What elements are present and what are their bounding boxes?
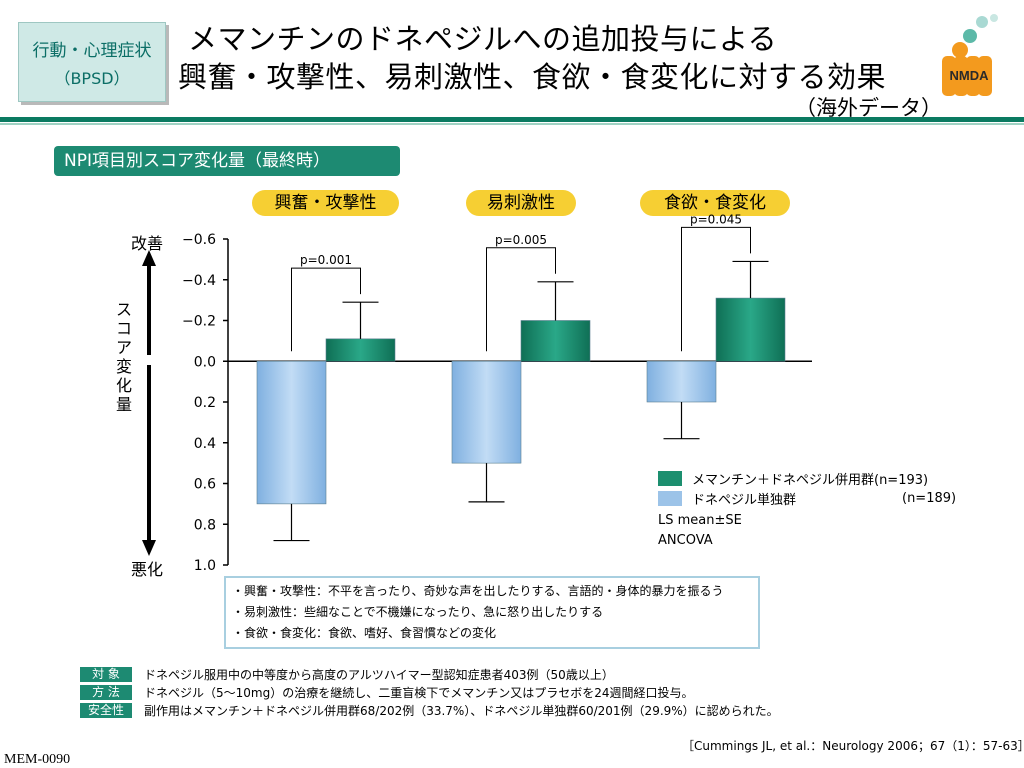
legend-label-mono: ドネペジル単独群 [692,492,797,508]
header-rule-light [0,123,1024,125]
y-tick-label: 0.6 [194,477,216,493]
legend-swatch-mono [658,490,682,506]
info-row-subjects: 対 象 ドネペジル服用中の中等度から高度のアルツハイマー型認知症患者403例（5… [80,666,614,683]
header-rule [0,117,1024,122]
y-tick-label: 0.0 [194,354,216,370]
legend: メマンチン＋ドネペジル併用群(n=193) ドネペジル単独群 (n=189) L… [658,468,956,550]
legend-item-combo: メマンチン＋ドネペジル併用群(n=193) [658,468,956,488]
title-line1: メマンチンのドネペジルへの追加投与による [188,22,778,56]
significance-bracket [291,267,361,352]
y-axis-label-char: コ [115,319,132,338]
info-tag-subjects: 対 象 [80,667,132,682]
p-value-label: p=0.005 [495,233,547,247]
info-text-safety: 副作用はメマンチン＋ドネペジル併用群68/202例（33.7%）、ドネペジル単独… [144,704,779,718]
logo-text: NMDA [950,68,990,83]
info-row-safety: 安全性 副作用はメマンチン＋ドネペジル併用群68/202例（33.7%）、ドネペ… [80,702,779,719]
y-tick-label: 1.0 [194,558,216,574]
direction-arrow [142,250,156,556]
info-tag-safety: 安全性 [80,703,132,718]
legend-stat1: LS mean±SE [658,512,742,528]
definition-irritability: ・易刺激性：些細なことで不機嫌になったり、急に怒り出したりする [232,605,604,619]
axis-top-word: 改善 [131,234,164,253]
legend-n-mono: (n=189) [902,490,957,506]
info-text-methods: ドネペジル（5〜10mg）の治療を継続し、二重盲検下でメマンチン又はプラセボを2… [144,686,694,700]
y-axis-label-char: 変 [115,357,132,376]
significance-bracket [681,226,751,352]
title-line2: 興奮・攻撃性、易刺激性、食欲・食変化に対する効果 [178,60,887,94]
legend-stat2: ANCOVA [658,532,713,548]
badge-line2: （BPSD） [54,69,130,88]
p-value-label: p=0.001 [300,253,352,267]
badge-line1: 行動・心理症状 [32,41,152,61]
y-tick-label: 0.2 [194,395,216,411]
y-axis-label-char: ア [115,338,132,357]
definitions-box: ・興奮・攻撃性：不平を言ったり、奇妙な声を出したりする、言語的・身体的暴力を振る… [224,576,760,649]
category-pill-irritability: 易刺激性 [466,190,576,216]
bar [451,360,522,464]
info-tag-methods: 方 法 [80,685,132,700]
y-axis-label-char: 量 [115,395,132,414]
bar [715,297,786,362]
category-pill-agitation: 興奮・攻撃性 [252,190,399,216]
y-tick-label: −0.6 [182,232,216,248]
significance-bracket [486,247,556,352]
category-pill-appetite: 食欲・食変化 [640,190,790,216]
y-tick-label: 0.4 [194,436,216,452]
bar [256,360,327,505]
document-code: MEM-0090 [4,752,71,767]
y-axis-label-char: ス [115,300,132,319]
title-note: （海外データ） [795,96,942,120]
legend-label-combo: メマンチン＋ドネペジル併用群(n=193) [692,472,929,488]
axis-bottom-word: 悪化 [131,560,164,579]
y-tick-label: −0.2 [182,314,216,330]
category-badge: 行動・心理症状 （BPSD） [18,22,166,102]
y-axis-label-char: 化 [115,376,132,395]
legend-swatch-combo [658,470,682,486]
nmda-logo: NMDA [942,14,998,96]
info-text-subjects: ドネペジル服用中の中等度から高度のアルツハイマー型認知症患者403例（50歳以上… [144,668,614,682]
bar [520,320,591,362]
citation: ［Cummings JL, et al.：Neurology 2006；67（1… [682,739,1024,753]
section-label: NPI項目別スコア変化量（最終時） [54,146,400,176]
info-row-methods: 方 法 ドネペジル（5〜10mg）の治療を継続し、二重盲検下でメマンチン又はプラ… [80,684,693,701]
definition-appetite: ・食欲・食変化：食欲、嗜好、食習慣などの変化 [232,626,497,640]
legend-item-mono: ドネペジル単独群 (n=189) [658,488,956,508]
bar [646,360,717,403]
y-axis-label: スコア変化量 [114,300,134,414]
y-tick-label: 0.8 [194,517,216,533]
y-tick-label: −0.4 [182,273,216,289]
bar [325,338,396,362]
definition-agitation: ・興奮・攻撃性：不平を言ったり、奇妙な声を出したりする、言語的・身体的暴力を振る… [232,584,724,598]
